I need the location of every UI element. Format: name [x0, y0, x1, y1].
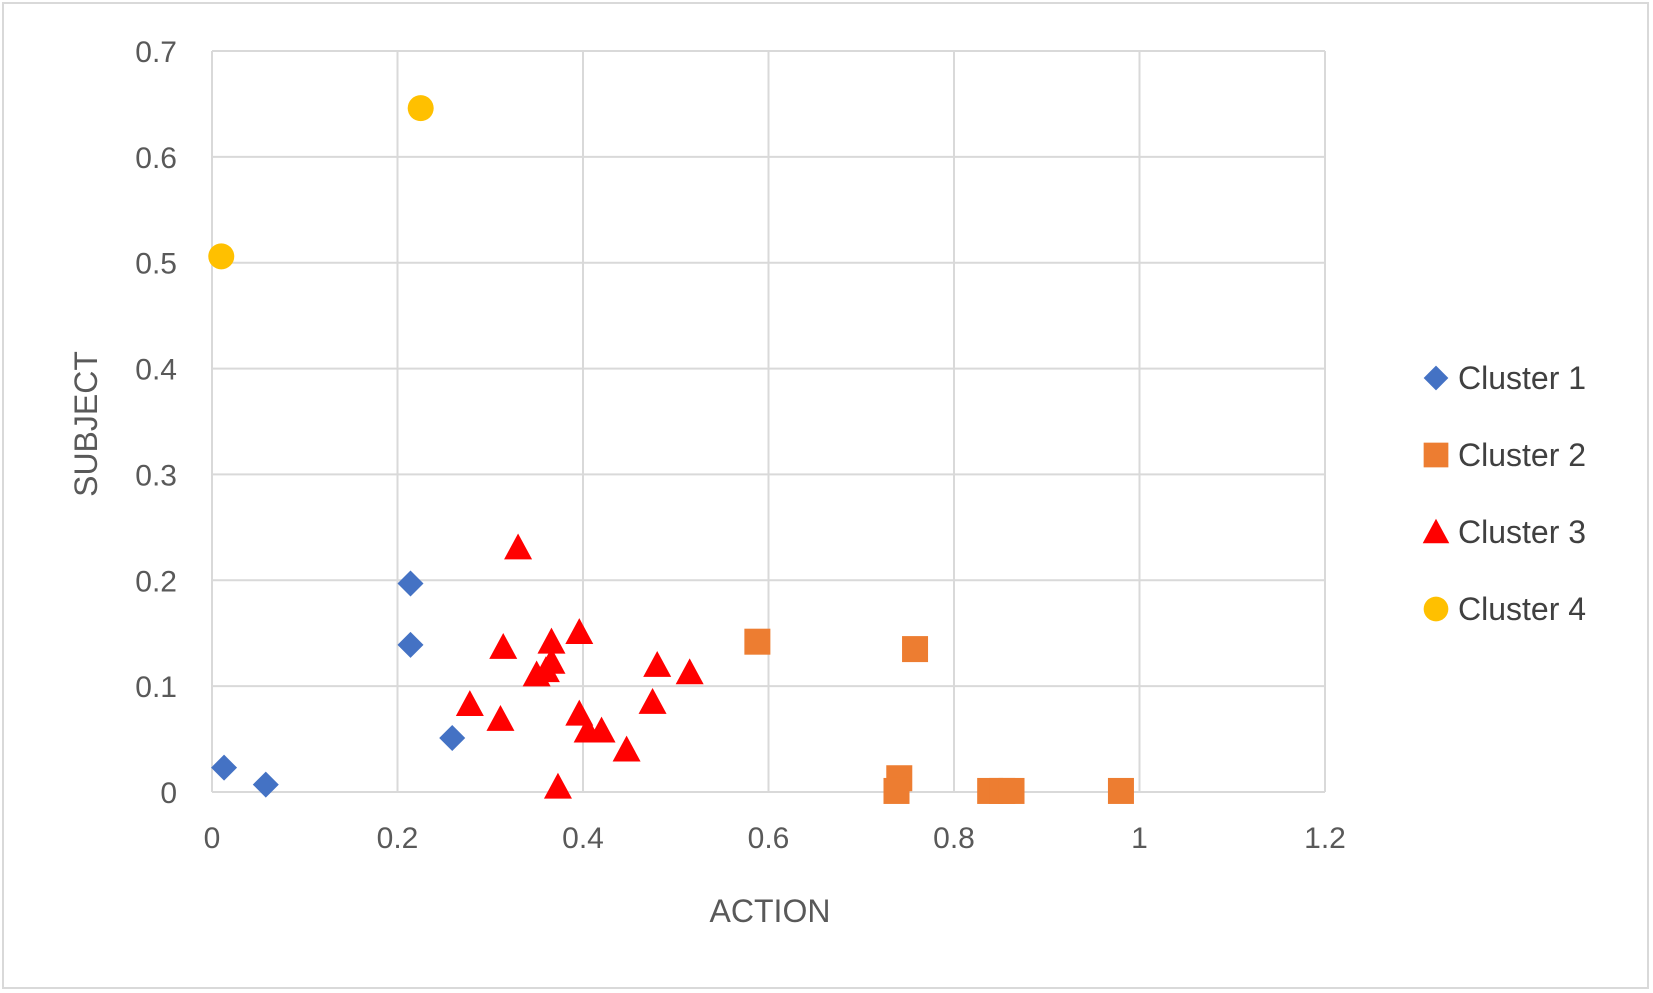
legend-marker-cluster-3 — [1422, 518, 1450, 544]
data-point-cluster-3 — [612, 735, 641, 762]
x-tick-label: 0.4 — [562, 822, 604, 855]
data-point-cluster-1 — [211, 754, 238, 781]
data-point-cluster-3 — [504, 533, 533, 560]
data-point-cluster-1 — [397, 570, 424, 597]
y-tick-label: 0.2 — [135, 565, 177, 598]
x-tick-label: 0.6 — [748, 822, 790, 855]
data-point-cluster-3 — [486, 704, 515, 731]
data-point-cluster-3 — [489, 632, 518, 659]
x-tick-label: 1.2 — [1304, 822, 1346, 855]
gridlines — [211, 50, 1326, 793]
y-axis-title: SUBJECT — [68, 351, 104, 497]
data-point-cluster-1 — [252, 771, 279, 798]
legend: Cluster 1 Cluster 2 Cluster 3 Cluster 4 — [1422, 360, 1586, 627]
y-tick-label: 0 — [160, 777, 177, 810]
data-point-cluster-2 — [883, 777, 910, 804]
data-point-cluster-3 — [565, 618, 594, 645]
y-tick-label: 0.1 — [135, 671, 177, 704]
data-point-cluster-1 — [397, 631, 424, 658]
legend-label: Cluster 2 — [1458, 437, 1586, 473]
data-point-cluster-2 — [902, 636, 929, 663]
y-axis-ticks: 0 0.1 0.2 0.3 0.4 0.5 0.6 0.7 — [135, 36, 177, 810]
y-tick-label: 0.6 — [135, 142, 177, 175]
data-point-cluster-4 — [208, 243, 235, 270]
data-point-cluster-3 — [455, 690, 484, 717]
y-tick-label: 0.5 — [135, 248, 177, 281]
legend-marker-cluster-1 — [1423, 365, 1449, 391]
data-point-cluster-2 — [744, 628, 771, 655]
data-point-cluster-3 — [522, 660, 551, 687]
legend-marker-cluster-2 — [1423, 442, 1449, 468]
x-tick-label: 1 — [1131, 822, 1148, 855]
x-tick-label: 0 — [204, 822, 221, 855]
x-axis-title: ACTION — [710, 893, 831, 929]
y-tick-label: 0.7 — [135, 36, 177, 69]
data-point-cluster-3 — [638, 688, 667, 714]
data-point-cluster-2 — [998, 777, 1025, 804]
legend-label: Cluster 3 — [1458, 514, 1586, 550]
data-point-cluster-2 — [1107, 777, 1134, 804]
legend-marker-cluster-4 — [1423, 596, 1449, 622]
y-tick-label: 0.4 — [135, 354, 177, 387]
data-point-cluster-3 — [543, 772, 572, 799]
data-point-cluster-3 — [643, 650, 672, 677]
x-axis-ticks: 0 0.2 0.4 0.6 0.8 1 1.2 — [204, 822, 1346, 855]
data-point-cluster-4 — [407, 95, 434, 122]
data-point-cluster-1 — [439, 725, 466, 752]
data-point-cluster-3 — [675, 658, 704, 685]
data-points — [208, 95, 1134, 804]
legend-label: Cluster 1 — [1458, 360, 1586, 396]
data-point-cluster-3 — [565, 699, 594, 726]
x-tick-label: 0.8 — [933, 822, 975, 855]
data-point-cluster-3 — [537, 627, 566, 654]
data-point-cluster-3 — [587, 716, 616, 743]
x-tick-label: 0.2 — [377, 822, 419, 855]
legend-label: Cluster 4 — [1458, 591, 1586, 627]
y-tick-label: 0.3 — [135, 459, 177, 492]
